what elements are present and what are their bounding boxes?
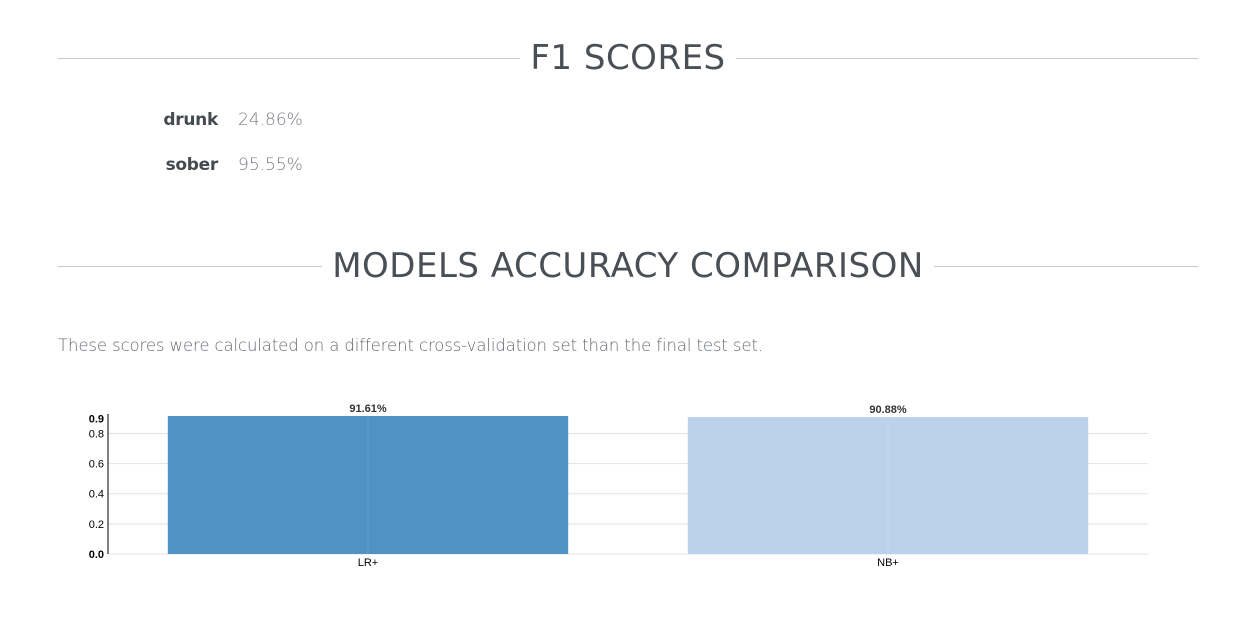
f1-score-row-sober: sober 95.55% — [58, 152, 458, 178]
f1-scores-title: F1 SCORES — [530, 38, 726, 78]
f1-score-value: 95.55% — [238, 155, 303, 175]
y-tick-label: 0.9 — [89, 413, 104, 425]
heading-rule-left — [58, 265, 323, 267]
f1-scores-heading: F1 SCORES — [58, 38, 1198, 78]
bar-data-label: 91.61% — [349, 403, 387, 415]
accuracy-comparison-heading: MODELS ACCURACY COMPARISON — [58, 246, 1199, 286]
f1-score-row-drunk: drunk 24.86% — [58, 107, 458, 133]
f1-score-label: drunk — [163, 110, 218, 130]
bar-lr — [167, 416, 569, 554]
y-tick-label: 0.0 — [89, 549, 104, 561]
bar-data-label: 90.88% — [869, 404, 907, 416]
y-tick-label: 0.4 — [89, 489, 104, 501]
y-tick-label: 0.2 — [89, 519, 104, 531]
x-tick-label: NB+ — [877, 557, 899, 569]
bar-nb — [687, 417, 1089, 554]
accuracy-description: These scores were calculated on a differ… — [58, 335, 763, 355]
f1-score-label: sober — [165, 155, 219, 175]
accuracy-bar-chart: 0.0 0.2 0.4 0.6 0.8 0.9 91.61% LR+ 90.88% NB+ — [89, 403, 1148, 569]
y-tick-label: 0.6 — [89, 459, 104, 471]
heading-rule-left — [58, 57, 521, 59]
f1-score-value: 24.86% — [238, 110, 303, 130]
y-tick-label: 0.8 — [89, 428, 104, 440]
accuracy-comparison-title: MODELS ACCURACY COMPARISON — [332, 246, 924, 286]
x-tick-label: LR+ — [358, 557, 379, 569]
heading-rule-right — [933, 265, 1199, 267]
heading-rule-right — [735, 57, 1198, 59]
